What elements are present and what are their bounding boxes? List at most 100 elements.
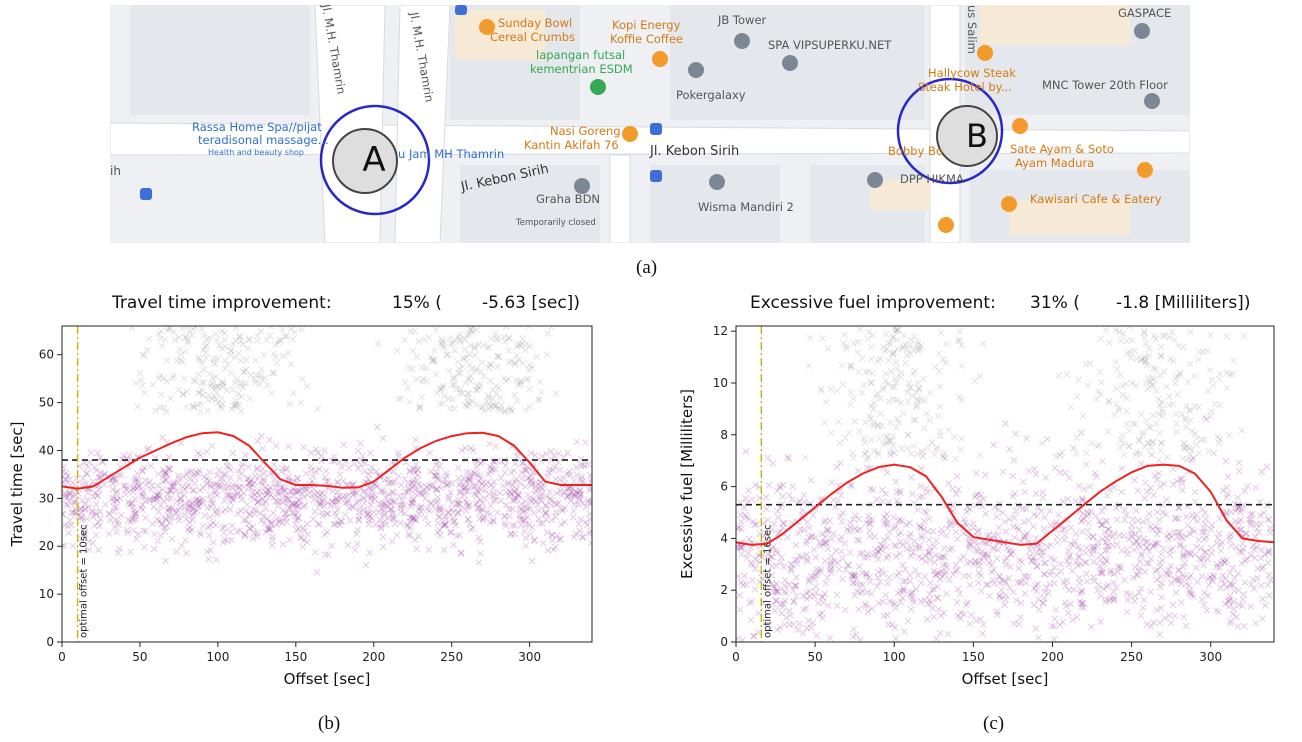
scatter-point-outlier [450,375,457,383]
scatter-point [181,486,189,494]
poi-label: Steak Hotel by... [918,80,1012,94]
scatter-point [288,500,296,508]
scatter-point [116,545,123,552]
scatter-point [77,505,85,513]
scatter-point [821,557,829,565]
scatter-point [532,483,539,490]
scatter-point [812,534,819,541]
marker-b[interactable]: B [896,77,1004,185]
scatter-point [1257,554,1265,562]
scatter-point [866,573,873,581]
scatter-point [774,588,781,595]
marker-a[interactable]: A [319,104,431,216]
scatter-point [570,477,578,485]
scatter-point [230,492,238,499]
poi-label: Hallycow Steak [928,66,1016,80]
scatter-point [826,634,834,642]
scatter-point [550,546,557,553]
scatter-point [1047,521,1055,529]
scatter-point [247,493,255,501]
scatter-point-outlier [1072,450,1080,457]
scatter-point-outlier [466,342,474,349]
scatter-point-outlier [867,379,875,387]
scatter-point [271,476,278,484]
scatter-point-outlier [456,336,463,344]
scatter-point [565,491,573,499]
scatter-point [185,468,192,476]
scatter-point [227,466,234,474]
scatter-point [846,481,854,489]
scatter-point [785,455,793,462]
scatter-point [1054,539,1061,546]
scatter-point [296,487,304,495]
street-map[interactable]: A B Jl. M.H. Thamrin Jl. M.H. Thamrin Su… [110,5,1190,243]
scatter-point [318,489,326,497]
scatter-point [283,518,291,526]
scatter-point [779,493,786,500]
poi-label: Nasi Goreng [550,124,621,138]
scatter-point [739,636,746,642]
scatter-point [279,540,287,548]
scatter-point [227,491,234,499]
scatter-point-outlier [257,328,265,335]
scatter-point [1009,548,1017,555]
scatter-point [215,466,223,474]
scatter-point [752,481,759,489]
sports-pin-icon [590,79,606,95]
scatter-point-outlier [244,345,252,352]
scatter-point-outlier [516,342,524,349]
scatter-point [519,507,527,515]
scatter-point [433,469,440,476]
scatter-point-outlier [1156,401,1164,409]
scatter-point-outlier [904,445,912,452]
scatter-point [275,518,283,526]
scatter-point [209,500,217,508]
scatter-point [819,530,826,538]
scatter-point [165,513,173,521]
scatter-point [1187,572,1195,580]
scatter-point [891,600,899,608]
scatter-point-outlier [420,336,428,343]
scatter-point [781,576,789,584]
scatter-point [891,624,899,632]
scatter-point [845,527,853,535]
scatter-point [803,595,811,603]
scatter-point [171,507,179,515]
scatter-point-outlier [411,327,419,335]
scatter-point [112,478,120,486]
scatter-point [966,620,974,628]
scatter-point-outlier [455,365,463,373]
scatter-point [334,478,342,486]
scatter-point-outlier [1155,410,1163,418]
scatter-point [355,516,363,523]
scatter-point [140,464,148,472]
scatter-point [1235,504,1243,512]
scatter-point [323,528,331,536]
scatter-point [940,561,947,569]
scatter-point [493,457,501,465]
scatter-point [1191,498,1199,506]
scatter-point [527,477,535,484]
scatter-point [892,553,900,560]
scatter-point [234,489,241,497]
scatter-point [548,496,556,504]
scatter-point [990,532,998,539]
scatter-point [1174,533,1181,541]
scatter-point [1146,548,1153,555]
scatter-point [1100,585,1108,593]
scatter-point [1233,613,1240,621]
scatter-point [195,498,203,505]
scatter-point [812,570,819,578]
scatter-point-outlier [897,399,904,407]
scatter-point [1031,557,1039,565]
scatter-point [912,544,920,551]
scatter-point [221,470,228,478]
scatter-point-outlier [218,345,226,353]
scatter-point-outlier [1135,437,1143,444]
scatter-point-outlier [909,370,917,377]
scatter-point-outlier [236,333,244,341]
scatter-point-outlier [513,343,521,350]
y-tick-label: 0 [46,635,54,649]
scatter-point [573,490,581,497]
scatter-point [537,492,544,500]
